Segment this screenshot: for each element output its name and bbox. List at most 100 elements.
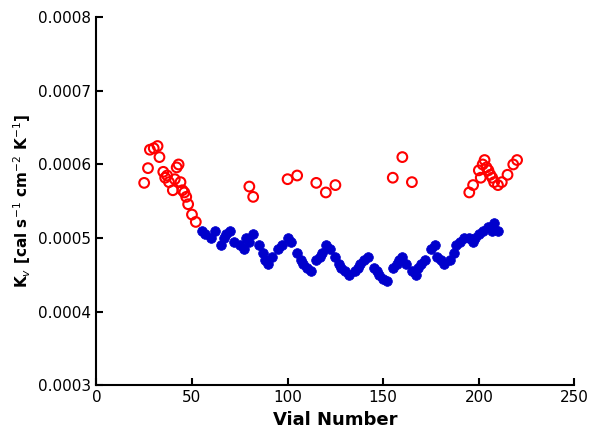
Point	[296, 257, 306, 264]
Point	[508, 161, 518, 168]
Point	[200, 231, 210, 238]
Point	[490, 220, 499, 227]
Point	[277, 242, 287, 249]
Point	[321, 189, 331, 196]
Point	[440, 260, 449, 268]
Point	[206, 235, 216, 242]
Point	[172, 164, 181, 171]
Point	[153, 143, 163, 150]
Point	[248, 193, 258, 200]
Point	[316, 253, 325, 260]
Point	[160, 174, 170, 181]
Point	[178, 187, 187, 194]
Point	[311, 180, 321, 187]
Point	[302, 264, 311, 271]
Point	[229, 238, 239, 246]
Point	[455, 238, 464, 246]
Point	[337, 264, 346, 271]
Point	[369, 264, 379, 271]
Point	[436, 257, 445, 264]
Point	[235, 242, 245, 249]
Point	[164, 179, 174, 186]
Point	[407, 179, 416, 186]
Point	[512, 157, 522, 164]
Point	[430, 242, 440, 249]
Point	[210, 227, 220, 234]
Point	[478, 227, 487, 234]
Point	[392, 260, 401, 268]
Point	[317, 249, 327, 257]
Point	[283, 176, 292, 183]
Point	[239, 246, 248, 253]
Point	[139, 180, 149, 187]
Point	[503, 171, 512, 178]
Point	[283, 235, 292, 242]
Point	[226, 227, 235, 234]
Point	[413, 264, 422, 271]
Point	[350, 268, 359, 275]
Point	[379, 275, 388, 282]
Point	[292, 249, 302, 257]
Point	[355, 260, 365, 268]
X-axis label: Vial Number: Vial Number	[273, 411, 398, 429]
Point	[292, 172, 302, 179]
Point	[487, 227, 497, 234]
Point	[474, 231, 484, 238]
Point	[407, 268, 416, 275]
Point	[487, 174, 497, 181]
Point	[254, 242, 264, 249]
Point	[306, 268, 316, 275]
Point	[468, 238, 478, 246]
Point	[401, 260, 411, 268]
Point	[191, 218, 200, 225]
Point	[432, 253, 442, 260]
Point	[411, 271, 421, 279]
Point	[484, 224, 493, 231]
Point	[388, 174, 398, 181]
Point	[493, 182, 503, 189]
Point	[373, 268, 382, 275]
Point	[490, 179, 499, 186]
Point	[181, 193, 191, 200]
Point	[468, 182, 478, 189]
Point	[334, 260, 344, 268]
Point	[398, 154, 407, 161]
Point	[260, 257, 269, 264]
Point	[184, 201, 193, 208]
Point	[388, 264, 398, 271]
Point	[321, 242, 331, 249]
Point	[248, 231, 258, 238]
Point	[143, 165, 153, 172]
Point	[480, 157, 490, 164]
Point	[474, 167, 484, 174]
Point	[359, 257, 369, 264]
Point	[298, 260, 308, 268]
Point	[493, 227, 503, 234]
Point	[382, 277, 392, 284]
Point	[170, 176, 179, 183]
Point	[331, 182, 340, 189]
Point	[241, 235, 250, 242]
Point	[485, 171, 495, 178]
Point	[421, 257, 430, 264]
Point	[482, 164, 491, 171]
Point	[155, 154, 164, 161]
Point	[484, 167, 493, 174]
Point	[451, 242, 461, 249]
Point	[497, 179, 506, 186]
Point	[374, 271, 384, 279]
Point	[398, 253, 407, 260]
Point	[176, 179, 185, 186]
Point	[331, 253, 340, 260]
Point	[216, 242, 226, 249]
Point	[263, 260, 273, 268]
Point	[459, 235, 469, 242]
Point	[149, 145, 158, 152]
Y-axis label: K$_v$ [cal s$^{-1}$ cm$^{-2}$ K$^{-1}$]: K$_v$ [cal s$^{-1}$ cm$^{-2}$ K$^{-1}$]	[11, 114, 33, 288]
Point	[168, 187, 178, 194]
Point	[476, 174, 485, 181]
Point	[273, 246, 283, 253]
Point	[221, 231, 231, 238]
Point	[245, 238, 254, 246]
Point	[353, 264, 363, 271]
